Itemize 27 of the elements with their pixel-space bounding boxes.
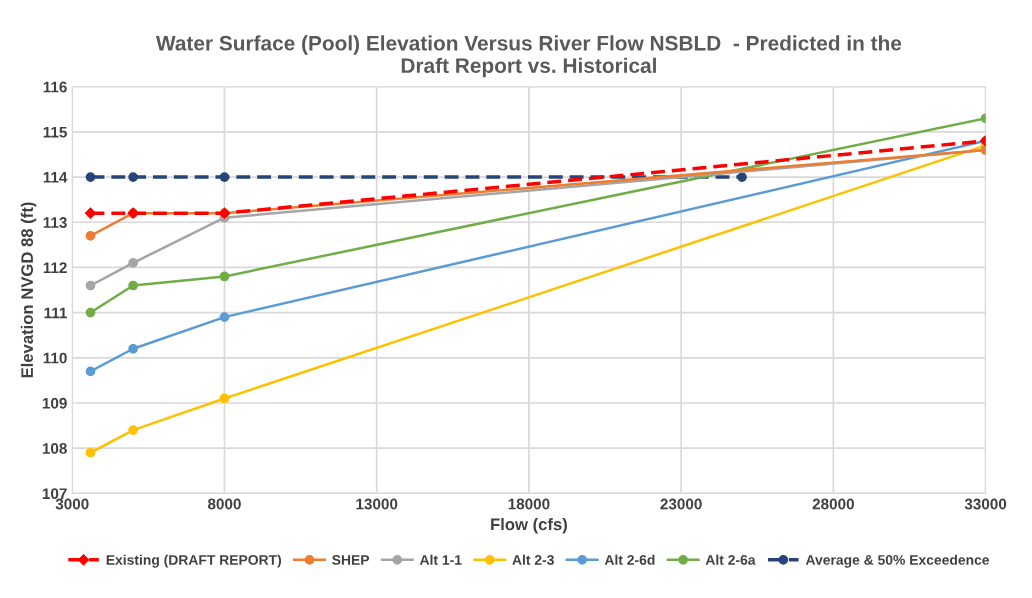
y-tick-label: 108 xyxy=(42,443,67,454)
x-tick-label: 33000 xyxy=(964,498,1007,510)
y-tick-label: 110 xyxy=(43,352,67,364)
y-tick-label: 116 xyxy=(43,81,67,93)
legend-label: SHEP xyxy=(332,555,370,565)
x-tick-label: 13000 xyxy=(356,498,398,510)
x-tick-label: 8000 xyxy=(207,498,241,510)
legend-label: Alt 1-1 xyxy=(419,554,462,565)
y-tick-label: 112 xyxy=(43,262,67,273)
x-tick-label: 28000 xyxy=(812,498,854,510)
y-tick-label: 115 xyxy=(43,126,67,138)
y-tick-label: 111 xyxy=(44,307,67,319)
legend-label: Existing (DRAFT REPORT) xyxy=(106,554,282,568)
x-axis-title: Flow (cfs) xyxy=(491,518,567,534)
x-tick-label: 3000 xyxy=(55,498,89,510)
chart-title: Water Surface (Pool) Elevation Versus River Flow NSBLD - Predicted in the Draft Report vs. Historical xyxy=(155,35,902,78)
legend-label: Alt 2-6d xyxy=(604,554,655,565)
legend-label: Alt 2-6a xyxy=(705,554,756,565)
x-tick-label: 18000 xyxy=(508,498,550,510)
y-tick-label: 113 xyxy=(43,217,67,228)
y-tick-label: 109 xyxy=(42,397,67,409)
legend-label: Average & 50% Exceedence xyxy=(805,554,990,568)
x-tick-label: 23000 xyxy=(660,498,702,510)
y-axis-title: Elevation NVGD 88 (ft) xyxy=(20,202,37,378)
legend-label: Alt 2-3 xyxy=(512,554,554,565)
y-tick-label: 107 xyxy=(42,488,67,500)
y-tick-label: 114 xyxy=(43,172,68,183)
